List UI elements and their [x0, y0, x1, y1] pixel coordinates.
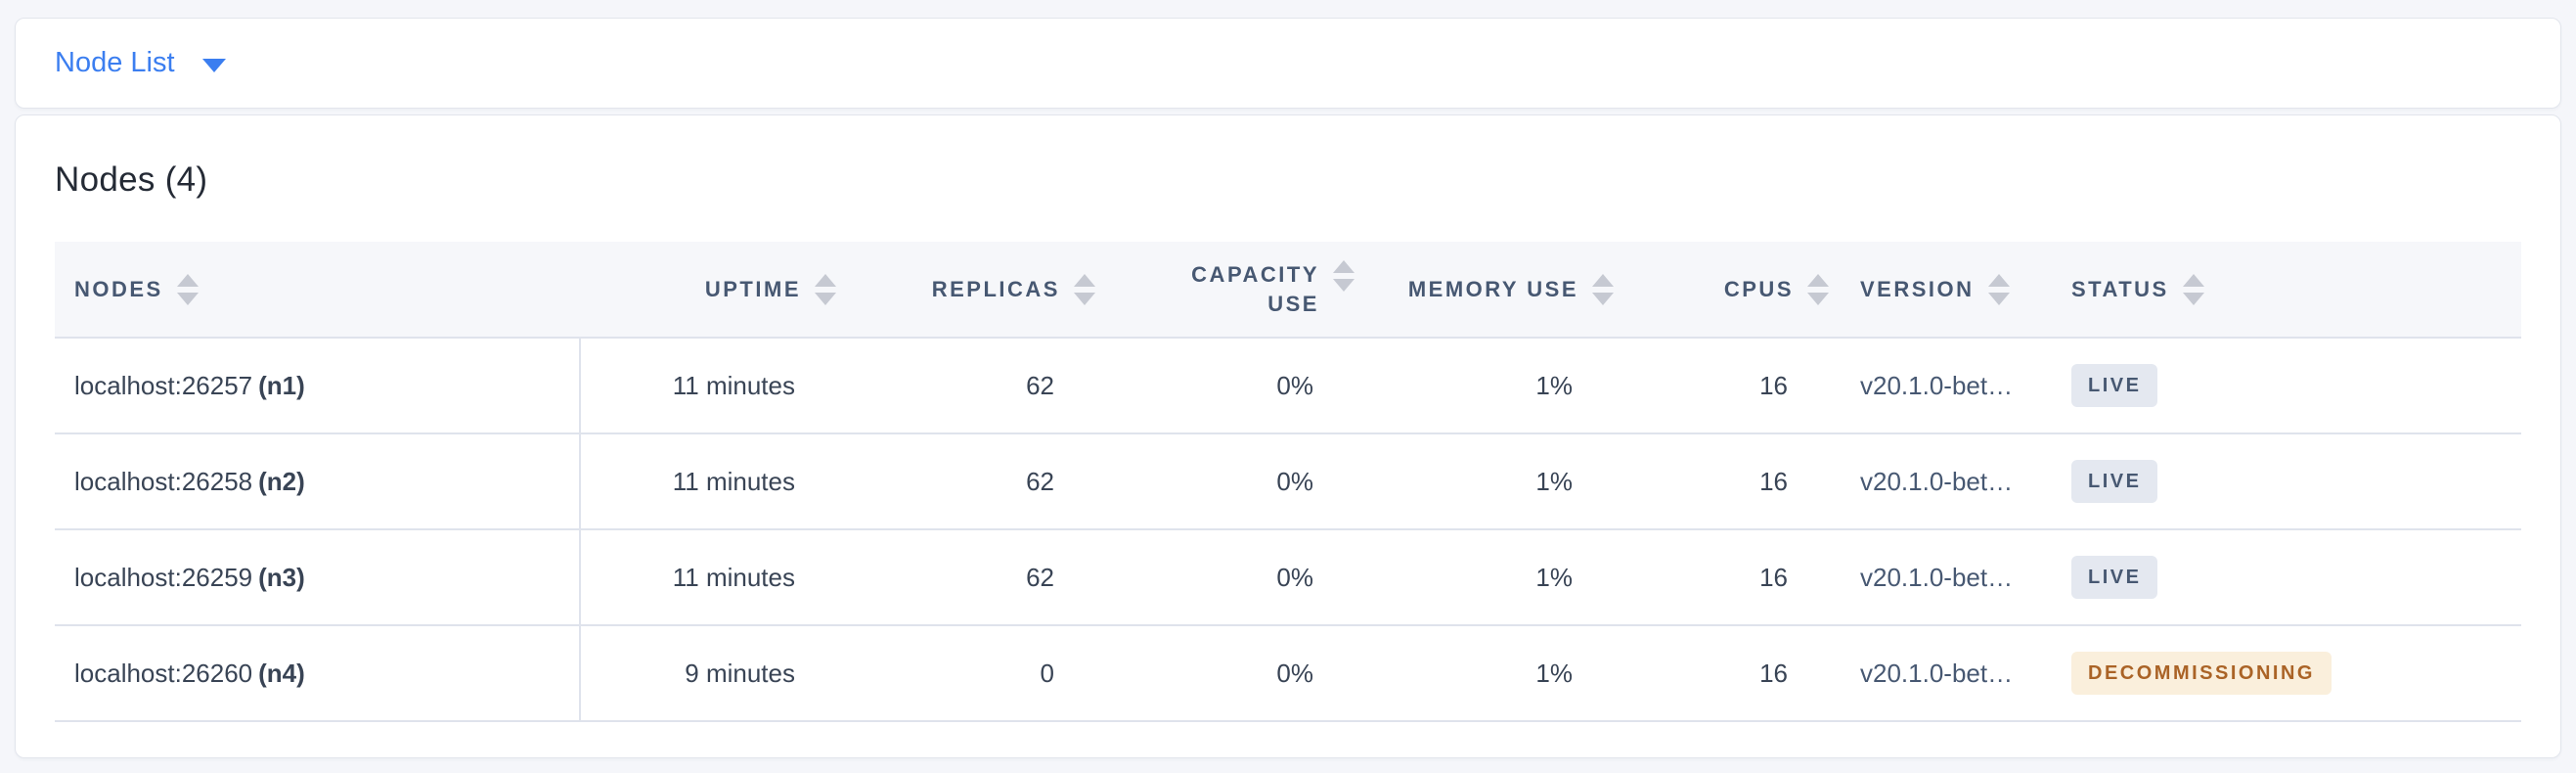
node-list-dropdown[interactable]: Node List	[55, 47, 226, 79]
replicas-cell: 62	[1026, 466, 1054, 496]
table-row: localhost:26259 (n3) 11 minutes 62 0% 1% …	[55, 529, 2521, 625]
sort-icon	[176, 273, 199, 305]
column-header-version[interactable]: VERSION	[1844, 242, 2050, 338]
node-address-cell: localhost:26259 (n3)	[55, 529, 581, 625]
sort-icon	[1592, 273, 1614, 305]
column-header-replicas[interactable]: REPLICAS	[852, 242, 1111, 338]
sort-icon	[2182, 273, 2204, 305]
version-cell: v20.1.0-bet…	[1860, 562, 2014, 592]
version-cell: v20.1.0-bet…	[1860, 370, 2014, 400]
sort-icon	[1333, 259, 1355, 292]
node-id: (n3)	[258, 562, 305, 592]
table-row: localhost:26258 (n2) 11 minutes 62 0% 1% …	[55, 433, 2521, 529]
uptime-cell: 11 minutes	[672, 466, 795, 496]
status-badge: LIVE	[2071, 460, 2158, 503]
version-cell: v20.1.0-bet…	[1860, 466, 2014, 496]
uptime-cell: 9 minutes	[685, 658, 795, 688]
cpus-cell: 16	[1759, 562, 1788, 592]
node-address-cell: localhost:26260 (n4)	[55, 625, 581, 721]
column-header-memory-use[interactable]: MEMORY USE	[1370, 242, 1629, 338]
sort-icon	[1074, 273, 1095, 305]
table-header-row: NODES UPTIME REPLICAS CAPACITY USE MEMOR…	[55, 242, 2521, 338]
node-address-cell: localhost:26257 (n1)	[55, 338, 581, 433]
replicas-cell: 0	[1040, 658, 1054, 688]
status-badge: DECOMMISSIONING	[2071, 652, 2332, 695]
sort-icon	[1807, 273, 1829, 305]
status-cell: DECOMMISSIONING	[2050, 625, 2521, 721]
node-id: (n2)	[258, 466, 305, 496]
sort-icon	[1987, 273, 2010, 305]
status-badge: LIVE	[2071, 556, 2158, 599]
status-cell: LIVE	[2050, 338, 2521, 433]
column-header-capacity-use[interactable]: CAPACITY USE	[1111, 242, 1370, 338]
cpus-cell: 16	[1759, 370, 1788, 400]
replicas-cell: 62	[1026, 370, 1054, 400]
capacity-use-cell: 0%	[1276, 466, 1313, 496]
page-title: Nodes (4)	[55, 160, 208, 199]
memory-use-cell: 1%	[1535, 658, 1573, 688]
column-header-cpus[interactable]: CPUS	[1629, 242, 1844, 338]
capacity-use-cell: 0%	[1276, 658, 1313, 688]
column-header-uptime[interactable]: UPTIME	[580, 242, 852, 338]
version-cell: v20.1.0-bet…	[1860, 658, 2014, 688]
memory-use-cell: 1%	[1535, 370, 1573, 400]
cpus-cell: 16	[1759, 658, 1788, 688]
capacity-use-cell: 0%	[1276, 370, 1313, 400]
node-id: (n4)	[258, 658, 305, 688]
view-selector-bar: Node List	[15, 18, 2561, 109]
cpus-cell: 16	[1759, 466, 1788, 496]
table-row: localhost:26257 (n1) 11 minutes 62 0% 1% …	[55, 338, 2521, 433]
sort-icon	[815, 273, 836, 305]
status-cell: LIVE	[2050, 433, 2521, 529]
status-cell: LIVE	[2050, 529, 2521, 625]
table-row: localhost:26260 (n4) 9 minutes 0 0% 1% 16…	[55, 625, 2521, 721]
replicas-cell: 62	[1026, 562, 1054, 592]
status-badge: LIVE	[2071, 364, 2158, 407]
nodes-panel: Nodes (4) NODES UPTIME	[15, 114, 2561, 758]
capacity-use-cell: 0%	[1276, 562, 1313, 592]
node-list-table: NODES UPTIME REPLICAS CAPACITY USE MEMOR…	[55, 242, 2521, 722]
uptime-cell: 11 minutes	[672, 562, 795, 592]
node-address-cell: localhost:26258 (n2)	[55, 433, 581, 529]
node-list-dropdown-label: Node List	[55, 47, 175, 78]
column-header-status[interactable]: STATUS	[2050, 242, 2521, 338]
memory-use-cell: 1%	[1535, 562, 1573, 592]
caret-down-icon	[201, 58, 226, 72]
column-header-nodes[interactable]: NODES	[55, 242, 580, 338]
uptime-cell: 11 minutes	[672, 370, 795, 400]
memory-use-cell: 1%	[1535, 466, 1573, 496]
node-id: (n1)	[258, 370, 305, 400]
